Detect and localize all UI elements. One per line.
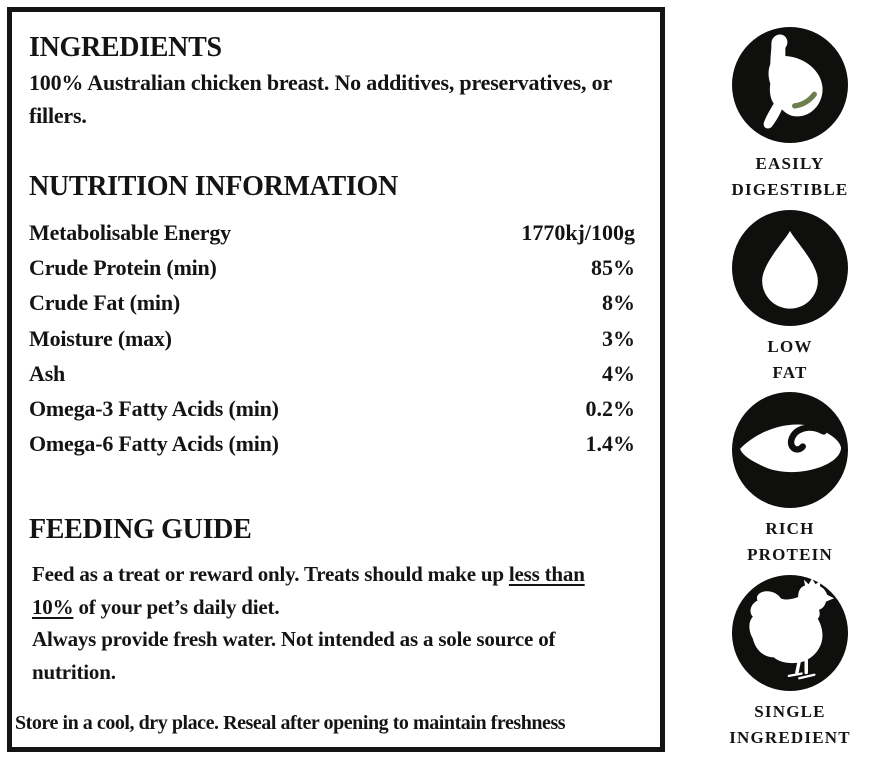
- feeding-line: Always provide fresh water. Not intended…: [32, 627, 556, 651]
- nutrient-value: 3%: [602, 325, 635, 351]
- feeding-underlined-segment: less than: [508, 562, 585, 586]
- badge-label-line: SINGLE: [754, 702, 826, 721]
- nutrient-name: Crude Protein (min): [29, 255, 217, 281]
- water-drop-icon: [732, 210, 848, 326]
- ingredients-heading: INGREDIENTS: [29, 32, 222, 63]
- badge-label: SINGLE INGREDIENT: [713, 699, 867, 751]
- badge-label-line: EASILY: [755, 154, 825, 173]
- badge-low-fat: LOW FAT: [713, 210, 867, 386]
- badge-label: EASILY DIGESTIBLE: [713, 151, 867, 203]
- chicken-icon: [732, 575, 848, 691]
- storage-note: Store in a cool, dry place. Reseal after…: [15, 712, 566, 734]
- nutrient-name: Omega-6 Fatty Acids (min): [29, 431, 279, 457]
- label-box: INGREDIENTS 100% Australian chicken brea…: [7, 7, 665, 752]
- nutrient-value: 0.2%: [585, 396, 636, 422]
- ingredients-text: 100% Australian chicken breast. No addit…: [29, 70, 612, 128]
- nutrient-name: Metabolisable Energy: [29, 220, 231, 245]
- badge-easily-digestible: EASILY DIGESTIBLE: [713, 27, 867, 203]
- feeding-line: 10% of your pet’s daily diet.: [32, 591, 652, 624]
- nutrient-value: 8%: [602, 290, 635, 316]
- nutrient-value: 4%: [602, 360, 635, 386]
- badge-label: LOW FAT: [713, 334, 867, 386]
- nutrient-value: 85%: [591, 255, 635, 281]
- nutrition-table: Metabolisable Energy 1770kj/100g Crude P…: [29, 215, 635, 461]
- feeding-line: Feed as a treat or reward only. Treats s…: [32, 558, 652, 591]
- feeding-text-segment: Feed as a treat or reward only. Treats s…: [32, 562, 509, 586]
- nutrient-value: 1.4%: [585, 431, 636, 457]
- nutrition-row: Metabolisable Energy 1770kj/100g: [29, 215, 635, 250]
- stomach-icon: [732, 27, 848, 143]
- meat-fillet-icon: [732, 392, 848, 508]
- badge-label-line: PROTEIN: [747, 545, 833, 564]
- feeding-underlined-segment: 10%: [32, 594, 74, 619]
- nutrient-value: 1770kj/100g: [521, 220, 635, 245]
- nutrition-row: Omega-6 Fatty Acids (min) 1.4%: [29, 426, 635, 461]
- badge-label-line: LOW: [767, 337, 813, 356]
- badge-label-line: INGREDIENT: [729, 728, 851, 747]
- badge-label-line: RICH: [765, 519, 815, 538]
- nutrition-row: Omega-3 Fatty Acids (min) 0.2%: [29, 391, 635, 426]
- feeding-guide-heading: FEEDING GUIDE: [29, 514, 252, 545]
- nutrition-row: Moisture (max) 3%: [29, 321, 635, 356]
- nutrient-name: Crude Fat (min): [29, 290, 180, 316]
- badge-label-line: FAT: [772, 363, 808, 382]
- badge-label-line: DIGESTIBLE: [731, 180, 849, 199]
- badge-rich-protein: RICH PROTEIN: [713, 392, 867, 568]
- nutrition-row: Crude Fat (min) 8%: [29, 285, 635, 320]
- nutrient-name: Omega-3 Fatty Acids (min): [29, 396, 279, 422]
- nutrient-name: Moisture (max): [29, 325, 172, 351]
- nutrition-heading: NUTRITION INFORMATION: [29, 171, 398, 202]
- feeding-line: nutrition.: [32, 659, 116, 684]
- feeding-text-segment: of your pet’s daily diet.: [73, 594, 280, 619]
- nutrient-name: Ash: [29, 360, 66, 386]
- nutrition-row: Crude Protein (min) 85%: [29, 250, 635, 285]
- badge-label: RICH PROTEIN: [713, 516, 867, 568]
- feeding-guide-text: Feed as a treat or reward only. Treats s…: [32, 558, 652, 688]
- badge-single-ingredient: SINGLE INGREDIENT: [713, 575, 867, 751]
- nutrition-row: Ash 4%: [29, 356, 635, 391]
